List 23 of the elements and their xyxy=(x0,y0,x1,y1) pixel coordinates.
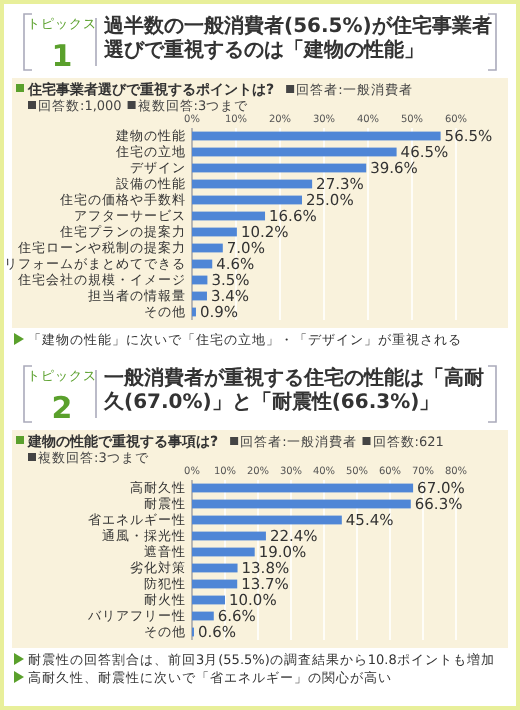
bar xyxy=(192,563,238,573)
bar xyxy=(192,483,414,493)
text: 1 xyxy=(51,38,73,74)
bar xyxy=(192,291,207,301)
bar xyxy=(192,195,302,205)
bar xyxy=(192,515,342,525)
chart-title: 一般消費者が重視する住宅の性能は「高耐久(67.0%)」と「耐震性(66.3%)」 xyxy=(102,366,484,414)
chart-title: 過半数の一般消費者(56.5%)が住宅事業者選びで重視するのは「建物の性能」 xyxy=(102,14,492,62)
bar xyxy=(192,531,266,541)
bar xyxy=(192,259,213,269)
bar xyxy=(192,131,441,141)
bar xyxy=(192,163,367,173)
bar xyxy=(192,227,237,237)
bar xyxy=(192,499,411,509)
bar xyxy=(192,211,266,221)
bar xyxy=(192,547,255,557)
bar xyxy=(192,611,214,621)
bar xyxy=(192,179,313,189)
bar xyxy=(192,147,397,157)
bar xyxy=(192,243,223,253)
bar xyxy=(192,595,225,605)
bar xyxy=(192,579,238,589)
text: 2 xyxy=(51,390,73,426)
